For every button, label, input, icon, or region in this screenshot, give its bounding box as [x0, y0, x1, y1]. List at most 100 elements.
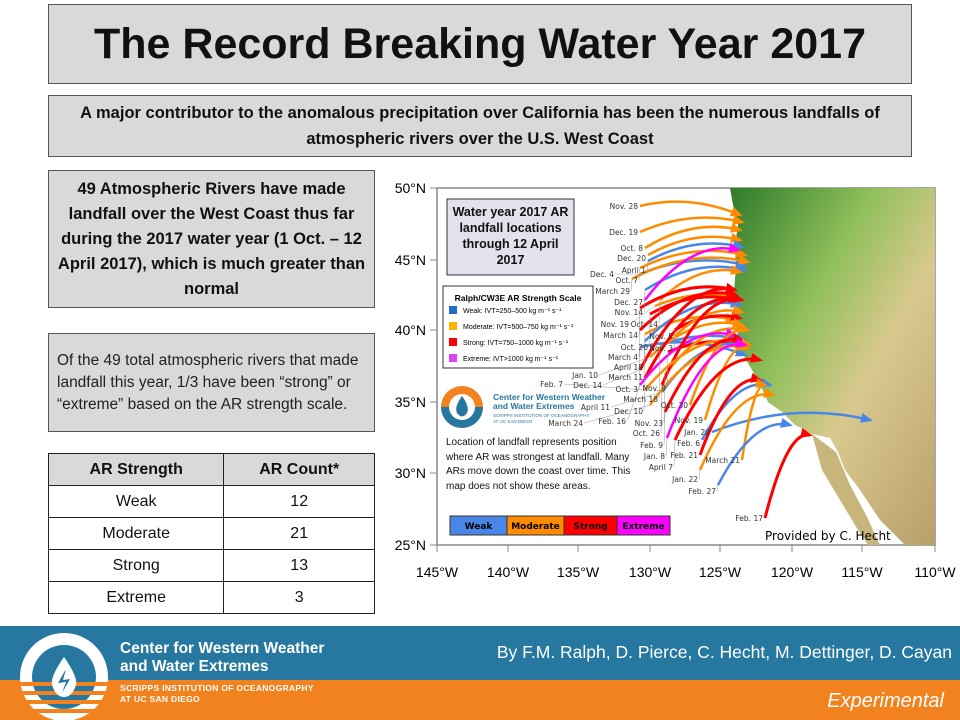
ar-arrow-moderate: [647, 235, 741, 257]
label-leader-line: [666, 351, 669, 389]
ar-date-label: March 14: [603, 331, 638, 340]
ar-date-label: April 18: [614, 363, 643, 372]
label-leader-line: [673, 439, 676, 468]
org-line4: AT UC SAN DIEGO: [120, 694, 200, 704]
org-line3: SCRIPPS INSTITUTION OF OCEANOGRAPHY: [120, 683, 314, 693]
ar-arrowhead: [732, 215, 745, 225]
table-row: Weak 12: [47, 485, 375, 518]
summary-text: 49 Atmospheric Rivers have made landfall…: [57, 179, 366, 298]
lat-tick-label: 40°N: [395, 322, 426, 338]
ar-date-label: Nov. 28: [610, 202, 639, 211]
ar-date-label: Feb. 27: [688, 487, 716, 496]
ar-date-label: Oct. 14: [631, 320, 659, 329]
map-logo-line1: Center for Western Weather: [493, 392, 606, 402]
ar-date-label: March 29: [595, 287, 630, 296]
footer-org-sub: SCRIPPS INSTITUTION OF OCEANOGRAPHY AT UC…: [120, 683, 314, 705]
label-leader-line: [563, 383, 646, 391]
ar-arrowhead: [750, 353, 763, 363]
label-leader-line: [638, 329, 641, 358]
label-leader-line: [673, 329, 676, 337]
map-logo-line4: AT UC SAN DIEGO: [493, 419, 533, 424]
cw3e-footer-logo: [20, 633, 108, 720]
ar-date-label: Dec. 20: [617, 254, 646, 263]
col-header-count: AR Count*: [223, 453, 375, 486]
lon-tick-label: 110°W: [914, 564, 956, 580]
ar-arrowhead: [732, 293, 745, 303]
strength-color-bar: Weak Moderate Strong Extreme: [449, 515, 671, 536]
ar-arrow-weak: [711, 411, 871, 434]
scale-swatch: [449, 306, 457, 314]
ar-date-label: Nov. 23: [635, 419, 664, 428]
ar-date-label: March 18: [623, 395, 658, 404]
ar-date-label: Nov. 19: [675, 416, 704, 425]
ar-date-label: Nov. 9: [642, 384, 666, 393]
strength-cell: Weak: [47, 485, 225, 518]
ar-arrow-weak: [644, 301, 741, 342]
ar-date-label: Oct. 26: [633, 429, 661, 438]
map-logo-line2: and Water Extremes: [493, 401, 575, 411]
lon-tick-label: 135°W: [557, 564, 600, 580]
ar-arrowhead: [729, 206, 743, 217]
title-text: The Record Breaking Water Year 2017: [94, 19, 866, 68]
ar-date-label: Dec. 27: [614, 298, 643, 307]
ar-arrowhead: [763, 388, 776, 398]
label-leader-line: [583, 404, 651, 424]
ar-date-label: Feb. 7: [540, 380, 563, 389]
label-leader-line: [643, 289, 646, 303]
inset-title: Water year 2017 AR landfall locations th…: [452, 205, 569, 267]
table-row: Extreme 3: [47, 581, 375, 614]
ar-arrowhead: [738, 323, 751, 333]
ar-date-label: Jan. 8: [643, 452, 665, 461]
ar-date-label: Nov. 3: [649, 344, 673, 353]
ar-date-label: Feb. 16: [598, 417, 626, 426]
author-credits: By F.M. Ralph, D. Pierce, C. Hecht, M. D…: [496, 642, 952, 662]
scale-item-label: Moderate: IVT=500–750 kg m⁻¹ s⁻¹: [463, 324, 574, 331]
ar-count-table: AR Strength AR Count* Weak 12 Moderate 21 …: [47, 453, 375, 614]
col-header-strength: AR Strength: [47, 453, 225, 486]
ar-date-label: Oct. 20: [621, 343, 649, 352]
ar-arrow-strong: [673, 357, 761, 441]
label-leader-line: [598, 356, 651, 376]
label-leader-line: [673, 335, 676, 349]
label-leader-line: [643, 377, 646, 412]
ar-date-label: Oct. 8: [620, 244, 643, 253]
ar-date-label: Feb. 21: [670, 451, 698, 460]
ar-landfall-map: 50°N 45°N 40°N 35°N 30°N 25°N 145°W 140°W 135°W 1…: [395, 180, 957, 580]
ar-date-label: March 24: [548, 419, 583, 428]
lon-tick-label: 120°W: [771, 564, 814, 580]
label-leader-line: [663, 374, 666, 424]
ar-date-label: Oct. 3: [615, 385, 638, 394]
provided-by: Provided by C. Hecht: [765, 529, 891, 543]
ar-date-label: March 11: [608, 373, 643, 382]
ar-arrowhead: [860, 413, 873, 423]
label-leader-line: [630, 278, 633, 292]
ar-arrow-strong: [638, 287, 736, 371]
label-leader-line: [643, 299, 646, 313]
ar-date-label: Feb. 9: [640, 441, 663, 450]
subtitle-text: A major contributor to the anomalous pre…: [80, 104, 880, 148]
ar-arrow-moderate: [644, 315, 736, 336]
label-leader-line: [660, 384, 663, 434]
org-line1: Center for Western Weather: [120, 640, 325, 657]
label-leader-line: [663, 411, 666, 446]
ar-arrowhead: [728, 243, 741, 253]
ar-date-label: Oct. 7: [615, 276, 638, 285]
ar-arrow-extreme: [644, 247, 739, 301]
ar-arrow-moderate: [639, 249, 746, 270]
ar-label-leaders: [563, 260, 719, 492]
lat-tick-label: 50°N: [395, 180, 426, 196]
ar-arrowhead: [780, 418, 793, 428]
label-leader-line: [638, 346, 641, 390]
scale-swatch: [449, 354, 457, 362]
summary-box: 49 Atmospheric Rivers have made landfall…: [48, 170, 375, 308]
ar-arrowhead: [732, 305, 745, 315]
cw3e-logo: [441, 386, 483, 428]
ar-arrowhead: [800, 428, 813, 438]
table-row: Moderate 21: [47, 517, 375, 550]
label-leader-line: [658, 299, 661, 325]
footer-org-name: Center for Western Weather and Water Extr…: [120, 640, 324, 676]
ar-date-label: April 11: [581, 403, 610, 412]
scale-swatch: [449, 338, 457, 346]
ar-date-label: Jan. 22: [671, 475, 698, 484]
ar-arrow-moderate: [644, 225, 741, 250]
